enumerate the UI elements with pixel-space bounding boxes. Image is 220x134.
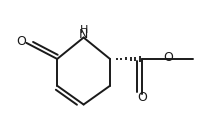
Text: N: N (79, 28, 88, 41)
Text: O: O (137, 91, 147, 104)
Text: H: H (79, 25, 88, 35)
Text: O: O (163, 51, 173, 64)
Text: O: O (17, 35, 26, 48)
